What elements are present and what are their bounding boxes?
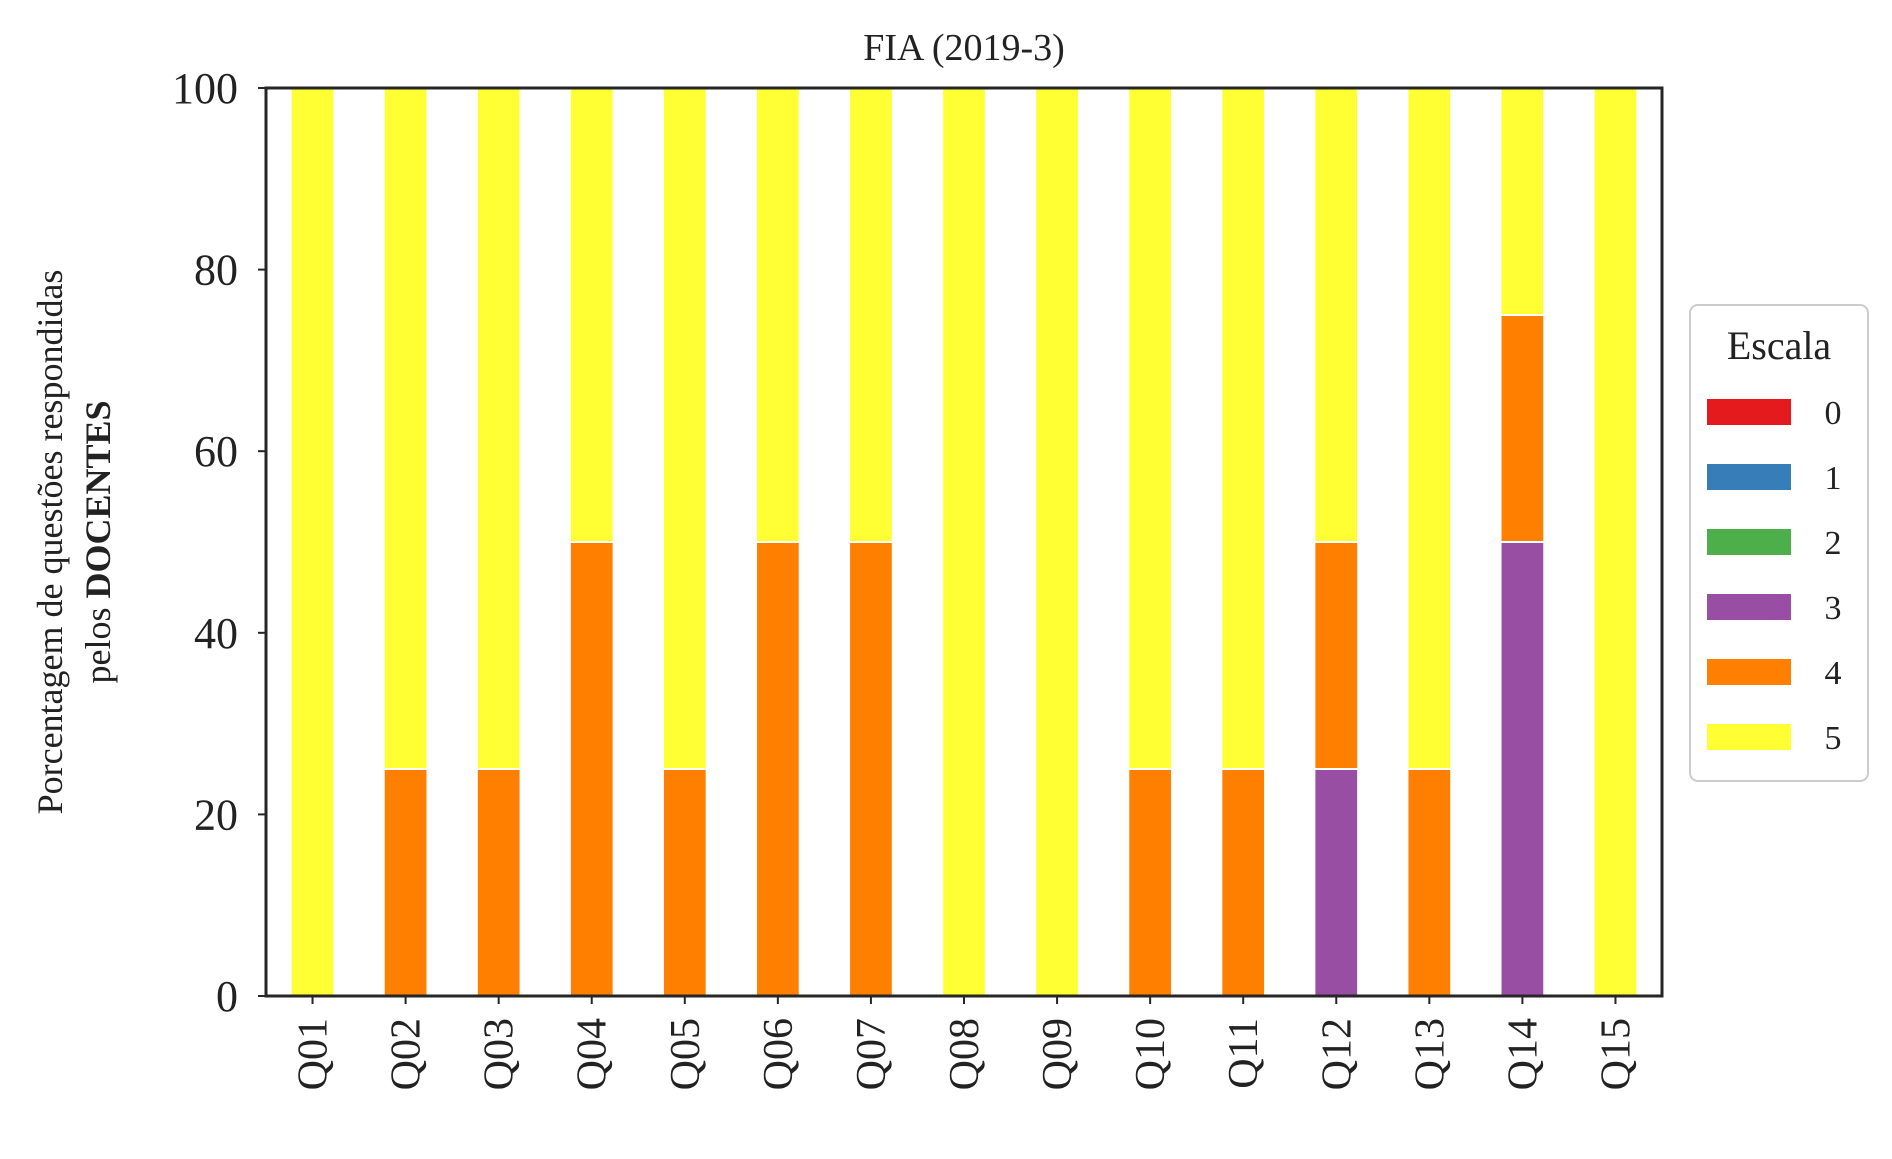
x-tick-label: Q01 bbox=[291, 1018, 337, 1090]
legend-label-3: 3 bbox=[1825, 590, 1842, 627]
bars-group bbox=[289, 87, 1639, 997]
legend-label-2: 2 bbox=[1825, 525, 1842, 562]
y-axis-label-prefix: pelos bbox=[78, 599, 118, 684]
x-tick-label: Q13 bbox=[1407, 1018, 1453, 1090]
x-tick-label: Q04 bbox=[570, 1018, 616, 1090]
y-tick-label: 60 bbox=[194, 427, 238, 476]
legend-swatch-4 bbox=[1707, 659, 1791, 685]
x-tick-label: Q08 bbox=[942, 1018, 988, 1090]
x-axis-ticks: Q01 Q02 Q03 Q04 Q05 Q06 Q07 Q08 Q09 Q10 Q11 Q12 Q13 Q… bbox=[291, 996, 1639, 1090]
x-tick-label: Q09 bbox=[1035, 1018, 1081, 1090]
bar-Q04-escala-5 bbox=[568, 87, 615, 543]
y-axis-label-bold: DOCENTES bbox=[78, 400, 118, 598]
x-tick-label: Q07 bbox=[849, 1018, 895, 1090]
bar-Q10-escala-5 bbox=[1127, 87, 1174, 770]
bar-Q12-escala-4 bbox=[1313, 541, 1360, 770]
bar-Q10-escala-4 bbox=[1127, 768, 1174, 997]
legend-swatch-2 bbox=[1707, 529, 1791, 555]
legend-swatch-5 bbox=[1707, 724, 1791, 750]
bar-Q13-escala-4 bbox=[1406, 768, 1453, 997]
bar-Q14-escala-3 bbox=[1499, 541, 1546, 997]
legend-items: 0 1 2 3 4 5 bbox=[1707, 395, 1842, 757]
x-tick-label: Q03 bbox=[477, 1018, 523, 1090]
legend-swatch-0 bbox=[1707, 399, 1791, 425]
legend-swatch-3 bbox=[1707, 594, 1791, 620]
bar-Q01-escala-5 bbox=[289, 87, 336, 997]
bar-Q02-escala-4 bbox=[382, 768, 429, 997]
y-tick-label: 80 bbox=[194, 246, 238, 295]
x-tick-label: Q14 bbox=[1500, 1018, 1546, 1090]
bar-Q03-escala-5 bbox=[475, 87, 522, 770]
x-tick-label: Q05 bbox=[663, 1018, 709, 1090]
bar-Q12-escala-3 bbox=[1313, 768, 1360, 997]
bar-Q11-escala-4 bbox=[1220, 768, 1267, 997]
y-tick-label: 100 bbox=[172, 64, 238, 113]
bar-Q11-escala-5 bbox=[1220, 87, 1267, 770]
y-tick-label: 20 bbox=[194, 790, 238, 839]
legend: Escala 0 1 2 3 4 5 bbox=[1689, 304, 1869, 782]
x-tick-label: Q11 bbox=[1221, 1018, 1267, 1089]
bar-Q09-escala-5 bbox=[1034, 87, 1080, 997]
bar-Q15-escala-5 bbox=[1592, 87, 1639, 997]
bar-Q05-escala-4 bbox=[661, 768, 708, 997]
bar-Q13-escala-5 bbox=[1406, 87, 1453, 770]
chart-title: FIA (2019-3) bbox=[863, 27, 1065, 69]
bar-Q14-escala-4 bbox=[1499, 314, 1546, 543]
y-tick-label: 40 bbox=[194, 609, 238, 658]
x-tick-label: Q12 bbox=[1314, 1018, 1360, 1090]
bar-Q06-escala-4 bbox=[754, 541, 801, 997]
legend-title: Escala bbox=[1727, 323, 1832, 368]
legend-label-0: 0 bbox=[1825, 395, 1842, 432]
legend-label-5: 5 bbox=[1825, 720, 1842, 757]
bar-Q06-escala-5 bbox=[754, 87, 801, 543]
bar-Q08-escala-5 bbox=[941, 87, 987, 997]
x-tick-label: Q15 bbox=[1593, 1018, 1639, 1090]
legend-swatch-1 bbox=[1707, 464, 1791, 490]
legend-label-1: 1 bbox=[1825, 460, 1842, 497]
legend-label-4: 4 bbox=[1825, 655, 1842, 692]
y-axis-label-line1: Porcentagem de questões respondidas bbox=[30, 270, 70, 815]
x-tick-label: Q10 bbox=[1128, 1018, 1174, 1090]
bar-Q07-escala-4 bbox=[848, 541, 894, 997]
bar-Q07-escala-5 bbox=[848, 87, 894, 543]
bar-Q04-escala-4 bbox=[568, 541, 615, 997]
y-axis-ticks: 0 20 40 60 80 100 bbox=[172, 64, 266, 1021]
bar-Q02-escala-5 bbox=[382, 87, 429, 770]
bar-Q05-escala-5 bbox=[661, 87, 708, 770]
bar-Q03-escala-4 bbox=[475, 768, 522, 997]
bar-Q12-escala-5 bbox=[1313, 87, 1360, 543]
x-tick-label: Q06 bbox=[756, 1018, 802, 1090]
y-axis-label-line2: pelos DOCENTES bbox=[78, 400, 118, 683]
y-tick-label: 0 bbox=[216, 972, 238, 1021]
bar-Q14-escala-5 bbox=[1499, 87, 1546, 316]
x-tick-label: Q02 bbox=[384, 1018, 430, 1090]
